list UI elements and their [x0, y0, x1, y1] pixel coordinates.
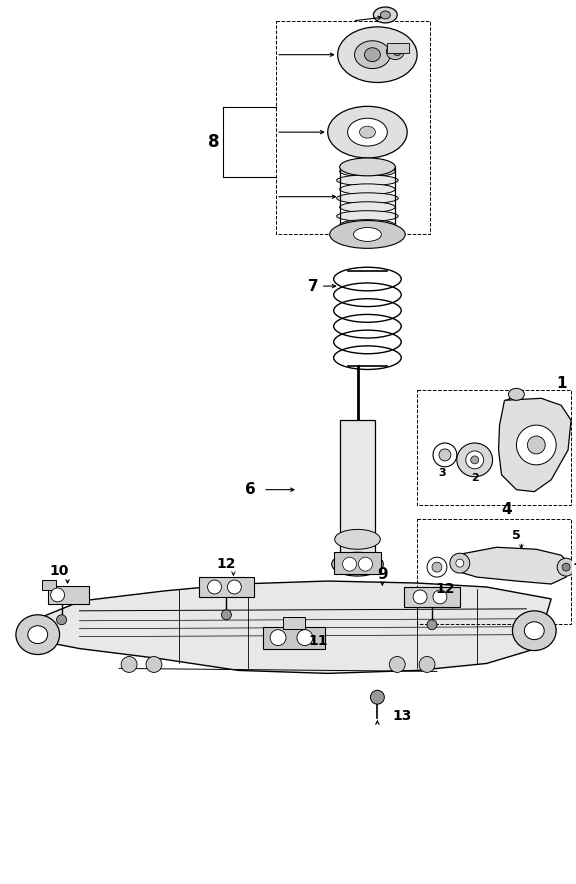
- Text: 4: 4: [501, 502, 512, 517]
- Ellipse shape: [419, 657, 435, 673]
- Bar: [199, 577, 254, 597]
- Text: 12: 12: [217, 557, 236, 571]
- Ellipse shape: [335, 530, 380, 549]
- Ellipse shape: [355, 41, 391, 69]
- Text: 7: 7: [308, 278, 318, 293]
- Ellipse shape: [340, 158, 395, 176]
- Ellipse shape: [509, 388, 524, 400]
- Ellipse shape: [51, 588, 65, 602]
- Bar: [263, 627, 325, 649]
- Ellipse shape: [358, 557, 373, 571]
- Ellipse shape: [297, 629, 313, 645]
- Text: 5: 5: [512, 529, 521, 542]
- Text: 10: 10: [50, 564, 69, 578]
- Ellipse shape: [336, 175, 398, 186]
- Ellipse shape: [329, 220, 405, 248]
- Polygon shape: [18, 581, 551, 674]
- Text: 3: 3: [438, 468, 446, 477]
- Ellipse shape: [456, 560, 464, 568]
- Ellipse shape: [389, 657, 405, 673]
- Ellipse shape: [513, 611, 556, 651]
- Bar: [334, 552, 381, 574]
- Bar: [404, 587, 460, 606]
- Ellipse shape: [336, 210, 398, 221]
- Ellipse shape: [466, 451, 484, 469]
- Ellipse shape: [354, 227, 381, 241]
- Ellipse shape: [380, 11, 391, 19]
- Ellipse shape: [207, 580, 221, 594]
- Ellipse shape: [146, 657, 162, 673]
- Ellipse shape: [121, 657, 137, 673]
- Ellipse shape: [373, 7, 397, 23]
- Ellipse shape: [343, 557, 357, 571]
- Ellipse shape: [340, 166, 395, 177]
- Text: 6: 6: [245, 482, 256, 497]
- Ellipse shape: [336, 193, 398, 203]
- Bar: [417, 391, 571, 505]
- Polygon shape: [455, 547, 571, 584]
- Ellipse shape: [450, 553, 470, 573]
- Ellipse shape: [338, 27, 417, 82]
- Ellipse shape: [471, 456, 479, 464]
- Text: 9: 9: [377, 567, 388, 582]
- Ellipse shape: [562, 563, 570, 571]
- Bar: [387, 42, 409, 53]
- Ellipse shape: [557, 558, 575, 576]
- Ellipse shape: [457, 443, 492, 476]
- Text: 12: 12: [435, 582, 454, 596]
- Ellipse shape: [221, 610, 232, 620]
- Ellipse shape: [413, 590, 427, 604]
- Bar: [283, 617, 305, 629]
- Text: 1: 1: [556, 376, 566, 391]
- Ellipse shape: [524, 621, 544, 640]
- Ellipse shape: [56, 614, 67, 625]
- Ellipse shape: [427, 620, 437, 629]
- Ellipse shape: [393, 48, 401, 56]
- Ellipse shape: [370, 690, 384, 705]
- Ellipse shape: [270, 629, 286, 645]
- Text: 13: 13: [392, 709, 412, 723]
- Bar: [48, 586, 89, 604]
- Ellipse shape: [28, 626, 48, 644]
- Polygon shape: [499, 399, 571, 492]
- Text: 2: 2: [471, 473, 479, 483]
- Ellipse shape: [332, 552, 384, 576]
- Ellipse shape: [359, 126, 376, 138]
- Text: 8: 8: [208, 133, 219, 151]
- Ellipse shape: [433, 590, 447, 604]
- Ellipse shape: [528, 436, 545, 453]
- Bar: [340, 420, 376, 554]
- Ellipse shape: [517, 425, 556, 465]
- Ellipse shape: [228, 580, 241, 594]
- Bar: [41, 580, 56, 590]
- Ellipse shape: [365, 48, 380, 62]
- Text: 11: 11: [308, 634, 328, 648]
- Ellipse shape: [328, 106, 407, 158]
- Ellipse shape: [350, 556, 365, 572]
- Ellipse shape: [340, 184, 395, 194]
- Ellipse shape: [386, 44, 404, 59]
- Bar: [276, 21, 430, 234]
- Ellipse shape: [347, 118, 387, 146]
- Ellipse shape: [16, 614, 59, 654]
- Bar: [417, 520, 571, 624]
- Ellipse shape: [340, 219, 395, 231]
- Ellipse shape: [439, 449, 451, 461]
- Ellipse shape: [432, 562, 442, 572]
- Ellipse shape: [340, 202, 395, 212]
